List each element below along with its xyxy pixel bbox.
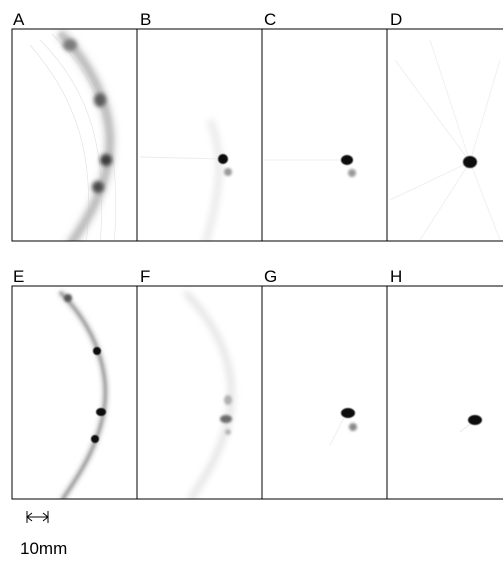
panel-a-image: [29, 29, 117, 241]
scale-bar-arrow: [26, 511, 49, 523]
panel-d-frame: [386, 28, 503, 242]
panel-label-e: E: [13, 267, 24, 286]
panel-label-d: D: [390, 10, 402, 29]
panel-f-image: [182, 289, 235, 499]
panel-label-h: H: [390, 267, 402, 286]
panel-label-g: G: [264, 267, 277, 286]
panel-c-frame: [261, 28, 388, 242]
panel-label-f: F: [140, 267, 150, 286]
panel-b-image: [139, 118, 232, 241]
panel-a-frame: [11, 28, 138, 242]
panel-e-frame: [11, 285, 138, 500]
panel-h-image: [459, 415, 482, 433]
panel-e-image: [57, 289, 109, 499]
panel-label-c: C: [264, 10, 276, 29]
panel-g-frame: [261, 285, 388, 500]
panel-h-frame: [386, 285, 503, 500]
scale-bar-label: 10mm: [20, 539, 68, 558]
panel-label-b: B: [140, 10, 151, 29]
panel-b-frame: [136, 28, 263, 242]
panel-d-image: [389, 39, 501, 241]
panel-g-image: [329, 408, 357, 446]
panel-f-frame: [136, 285, 263, 500]
panel-c-image: [265, 155, 356, 177]
panel-label-a: A: [13, 10, 25, 29]
